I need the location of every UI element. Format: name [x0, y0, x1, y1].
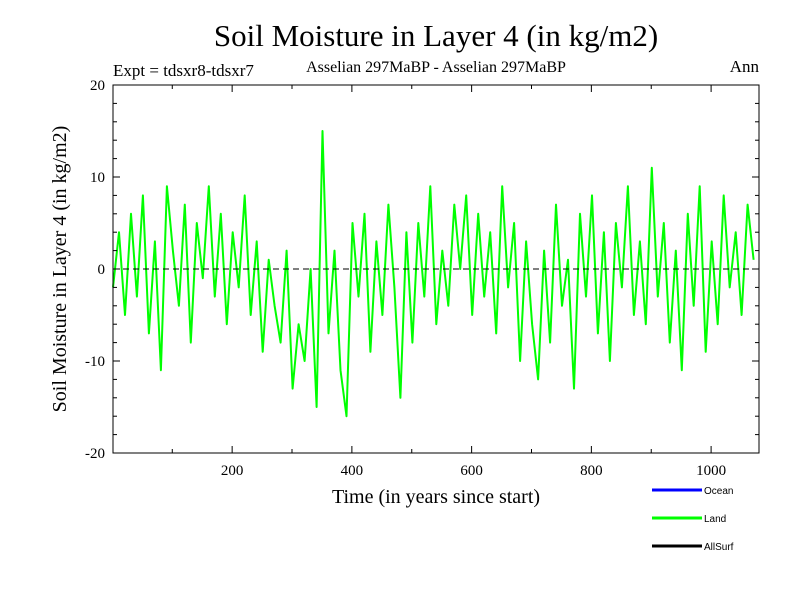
y-axis-label: Soil Moisture in Layer 4 (in kg/m2): [49, 126, 71, 413]
series-line-land: [112, 130, 755, 418]
chart-subtitle-right: Ann: [730, 57, 760, 76]
chart-title: Soil Moisture in Layer 4 (in kg/m2): [214, 18, 658, 53]
y-tick-label: 20: [90, 78, 105, 94]
y-tick-label: -20: [85, 446, 105, 462]
x-tick-label: 400: [341, 463, 364, 479]
x-tick-label: 600: [460, 463, 483, 479]
legend-label-allsurf: AllSurf: [704, 542, 734, 553]
y-tick-label: 0: [98, 262, 106, 278]
legend: Ocean Land AllSurf: [652, 486, 734, 553]
x-tick-label: 800: [580, 463, 603, 479]
chart-subtitle-left: Expt = tdsxr8-tdsxr7: [113, 61, 254, 80]
x-axis-label: Time (in years since start): [332, 486, 540, 508]
axis-ticks-group: 200 400 600 800 1000 -20 -10 0 10 20: [85, 78, 759, 479]
y-tick-label: 10: [90, 170, 105, 186]
legend-label-ocean: Ocean: [704, 486, 733, 497]
plot-series-group: [112, 130, 755, 418]
x-tick-label: 1000: [696, 463, 726, 479]
legend-label-land: Land: [704, 514, 726, 525]
x-tick-label: 200: [221, 463, 244, 479]
chart-subtitle-center: Asselian 297MaBP - Asselian 297MaBP: [306, 59, 566, 76]
y-tick-label: -10: [85, 354, 105, 370]
